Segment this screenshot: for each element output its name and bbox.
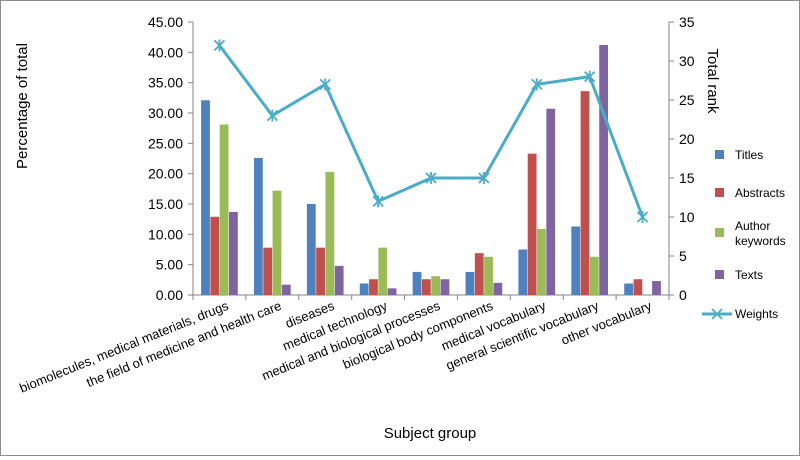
y2-tick-label: 0 <box>679 287 687 303</box>
bar-author-keywords <box>219 124 229 295</box>
bar-titles <box>359 283 369 295</box>
weights-marker <box>319 78 331 91</box>
bar-abstracts <box>474 253 484 295</box>
weights-marker <box>478 172 490 184</box>
y-axis-title: Percentage of total <box>14 43 31 169</box>
axes-lines <box>188 21 674 300</box>
legend: Titles Abstracts Author keywords Texts Weight… <box>702 148 786 321</box>
y2-tick-label: 20 <box>679 131 695 147</box>
y2-tick-label: 10 <box>679 209 695 225</box>
bar-abstracts <box>263 247 273 295</box>
legend-swatch <box>715 188 724 197</box>
weights-marker <box>213 39 226 52</box>
category-labels: biomolecules, medical materials, drugsth… <box>17 298 654 396</box>
y-tick-label: 20.00 <box>148 166 183 182</box>
legend-swatch <box>715 150 724 159</box>
x-axis-title: Subject group <box>384 425 477 442</box>
bar-author-keywords <box>484 256 493 295</box>
legend-label: Texts <box>735 268 763 282</box>
bar-author-keywords <box>589 256 599 295</box>
bar-titles <box>571 226 581 295</box>
bar-abstracts <box>369 279 378 295</box>
y-tick-label: 25.00 <box>148 135 183 151</box>
legend-item: Abstracts <box>715 186 785 200</box>
bar-titles <box>306 204 316 295</box>
bar-author-keywords <box>272 190 282 295</box>
bar-layer <box>201 45 661 296</box>
bar-abstracts <box>316 247 325 295</box>
category-label: biomolecules, medical materials, drugs <box>17 298 231 396</box>
y-tick-label: 35.00 <box>148 75 183 91</box>
y2-tick-label: 15 <box>679 170 695 186</box>
legend-label: Author keywords <box>735 219 786 248</box>
bar-author-keywords <box>378 247 388 295</box>
bar-texts <box>599 45 609 296</box>
bar-texts <box>652 281 661 295</box>
bar-author-keywords <box>431 276 441 295</box>
bar-abstracts <box>580 91 590 295</box>
y-tick-label: 0.00 <box>156 287 183 303</box>
secondary-y-axis-title: Total rank <box>704 48 721 114</box>
legend-item: Titles <box>715 148 763 162</box>
weights-marker <box>266 109 278 122</box>
bar-author-keywords <box>537 228 546 295</box>
y-tick-label: 5.00 <box>156 257 183 273</box>
bar-texts <box>440 279 450 295</box>
legend-swatch <box>715 228 724 237</box>
legend-label: Weights <box>735 307 778 321</box>
bar-titles <box>253 157 263 295</box>
weights-marker <box>584 70 596 83</box>
legend-item: Weights <box>702 307 778 321</box>
bar-abstracts <box>633 279 643 295</box>
y2-tick-label: 30 <box>679 53 695 69</box>
weights-marker <box>636 211 649 223</box>
y-tick-label: 40.00 <box>148 44 183 60</box>
weights-line-layer <box>213 39 649 223</box>
bar-texts <box>387 288 397 295</box>
bar-texts <box>228 211 238 295</box>
bar-titles <box>412 271 422 295</box>
legend-swatch <box>715 270 724 279</box>
bar-titles <box>518 249 528 295</box>
y2-tick-label: 5 <box>679 248 687 264</box>
weights-line <box>218 44 644 218</box>
bar-titles <box>201 100 210 295</box>
bar-texts <box>334 265 344 295</box>
y-tick-label: 10.00 <box>148 226 183 242</box>
legend-item: Texts <box>715 268 763 282</box>
primary-y-ticks: 0.00 5.00 10.00 15.00 20.00 25.00 30.00 35.00 40… <box>148 14 183 303</box>
y-tick-label: 45.00 <box>148 14 183 30</box>
bar-abstracts <box>421 279 431 295</box>
weights-marker <box>425 172 437 184</box>
bar-abstracts <box>210 216 220 295</box>
legend-item: Author keywords <box>715 219 786 248</box>
legend-label: Titles <box>735 148 763 162</box>
bar-texts <box>281 284 291 295</box>
legend-label: Abstracts <box>735 186 785 200</box>
weights-marker <box>372 195 384 208</box>
y-tick-label: 15.00 <box>148 196 183 212</box>
bar-titles <box>465 271 475 295</box>
y2-tick-label: 35 <box>679 14 695 30</box>
bar-author-keywords <box>325 171 335 295</box>
bar-texts <box>493 282 503 295</box>
bar-texts <box>546 108 556 296</box>
y2-tick-label: 25 <box>679 92 695 108</box>
bar-abstracts <box>527 153 537 295</box>
weights-marker <box>531 78 543 91</box>
bar-titles <box>624 283 634 295</box>
secondary-y-ticks: 0 5 10 15 20 25 30 35 <box>679 14 695 303</box>
y-tick-label: 30.00 <box>148 105 183 121</box>
